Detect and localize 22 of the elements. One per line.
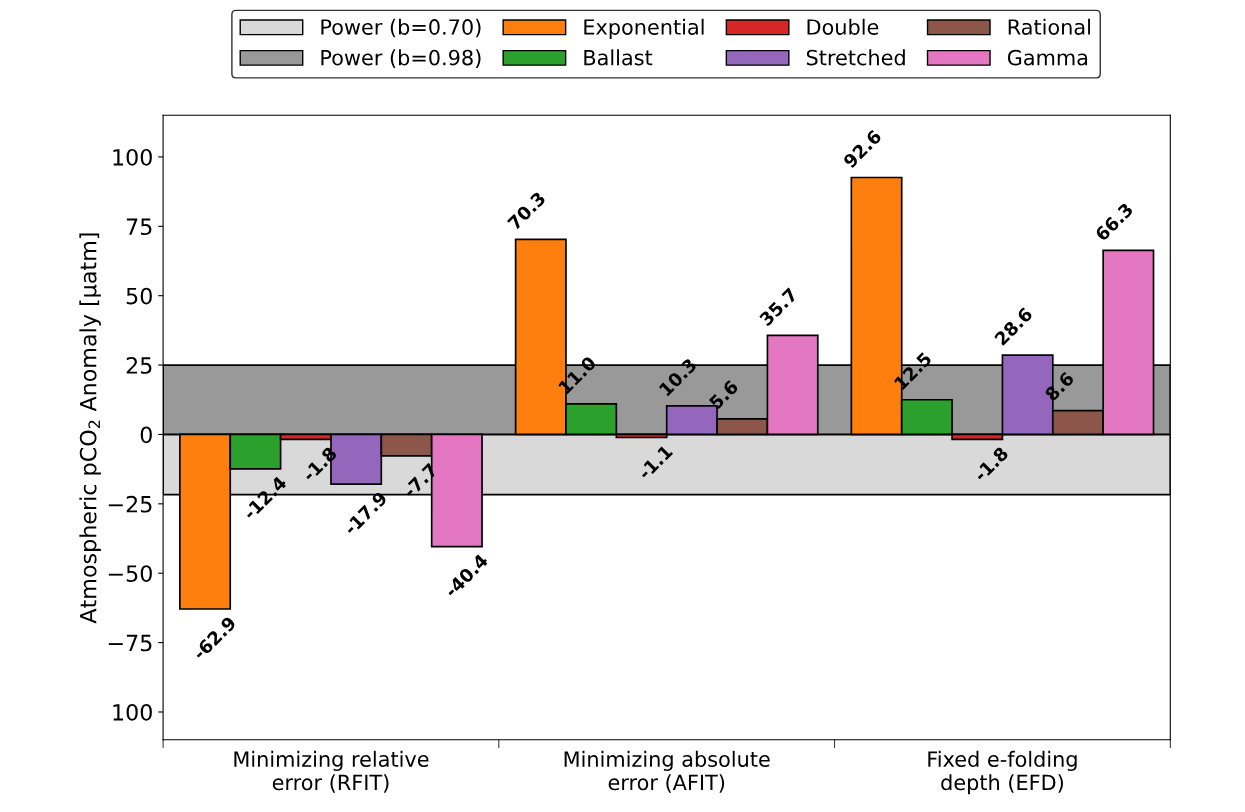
y-tick-label: 25	[126, 357, 152, 374]
data-label: 5.6	[708, 379, 740, 410]
y-tick-label: 100	[113, 148, 152, 166]
y-tick-label: 75	[126, 218, 152, 236]
y-tick-label: −50	[108, 565, 152, 582]
legend-label: Power (b=0.98)	[321, 49, 481, 68]
x-tick-label: Fixed e-folding depth (EFD)	[928, 750, 1077, 795]
legend-label: Gamma	[1007, 49, 1088, 66]
y-tick-label: 0	[140, 426, 152, 444]
legend-label: Stretched	[806, 49, 905, 66]
x-tick-label: Minimizing absolute error (AFIT)	[564, 750, 770, 793]
legend-label: Rational	[1008, 18, 1090, 35]
legend-label: Ballast	[584, 49, 653, 66]
y-tick-label: 50	[126, 287, 152, 305]
legend-label: Exponential	[584, 18, 704, 39]
x-tick-label: Minimizing relative error (RFIT)	[234, 750, 429, 793]
y-tick-label: −75	[108, 634, 152, 652]
y-tick-label: −25	[108, 495, 152, 513]
y-tick-label: 100	[113, 703, 152, 721]
legend-label: Power (b=0.70)	[321, 18, 481, 38]
y-axis-title: Atmospheric pCO$_{2}$ Anomaly [μatm]	[79, 233, 101, 624]
legend-label: Double	[807, 18, 879, 35]
